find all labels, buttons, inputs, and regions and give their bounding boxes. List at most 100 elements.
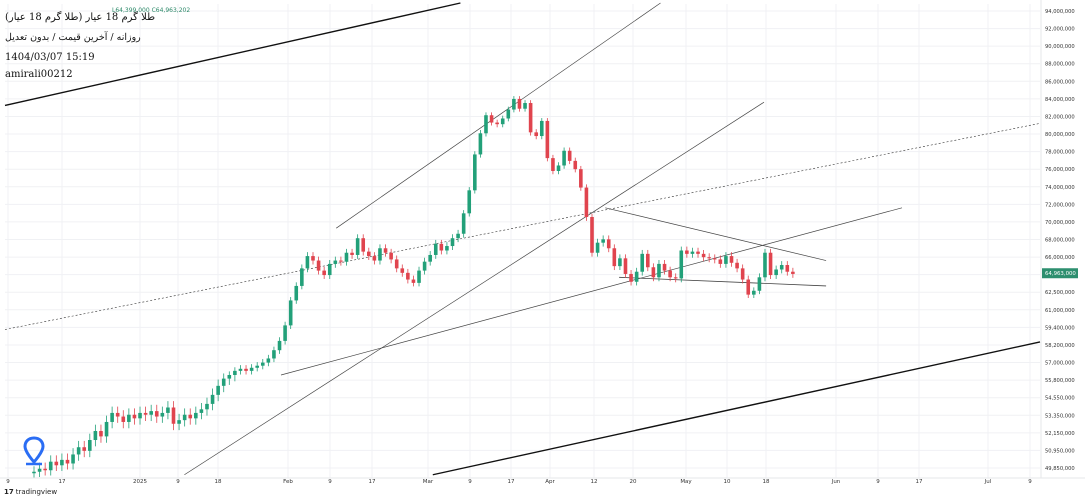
candle (48, 455, 53, 476)
candle-body (238, 368, 243, 371)
candle-body (93, 430, 98, 441)
price-tick-label: 59,400,000 (1045, 325, 1075, 331)
channel-lower-1 (184, 101, 765, 476)
candle (143, 406, 148, 422)
candle-body (757, 277, 762, 291)
tradingview-logo-mark: 17 (4, 488, 14, 496)
time-tick-label: 9 (1028, 479, 1032, 485)
candle-body (724, 256, 728, 264)
candle-body (500, 118, 505, 125)
candle-body (171, 407, 176, 424)
candle-body (584, 187, 589, 217)
dotted-trend (4, 123, 1041, 330)
candle-body (344, 252, 349, 262)
candle (110, 406, 114, 429)
chart-datetime: 1404/03/07 15:19 (5, 52, 95, 63)
candle (305, 252, 310, 273)
price-tick-label: 80,000,000 (1045, 132, 1075, 138)
candle-body (791, 271, 795, 274)
candle-body (288, 300, 293, 326)
candle (82, 440, 87, 458)
candle-body (573, 160, 578, 170)
candle-body (182, 414, 187, 421)
candle (707, 253, 711, 263)
time-tick-label: 10 (724, 479, 731, 485)
candle-body (690, 251, 695, 254)
candle (495, 119, 499, 128)
time-axis[interactable]: 9 17 2025 9 18 Feb 9 17 Mar 9 17 Apr 12 20 May 10 18 Jun 9… (0, 477, 1085, 485)
candle (567, 147, 572, 165)
candle (333, 256, 338, 268)
candle (121, 410, 126, 429)
candle (752, 287, 756, 299)
time-tick-label: Jun (831, 479, 841, 485)
candle-body (629, 273, 633, 282)
candle-body (99, 430, 103, 437)
candle (344, 248, 349, 266)
candle (355, 234, 360, 259)
candle (149, 404, 153, 422)
price-axis[interactable]: 94,000,000 92,000,000 90,000,000 88,000,000… (1040, 0, 1078, 478)
candle (383, 244, 388, 257)
candle (657, 259, 661, 282)
candle-body (383, 248, 388, 253)
chart-author: amirali00212 (5, 69, 73, 80)
candle-body (65, 459, 70, 464)
candle-body (300, 268, 304, 286)
candle (528, 100, 533, 136)
candle (601, 235, 605, 247)
candle-body (701, 253, 706, 258)
candle (779, 261, 784, 274)
candle (166, 401, 170, 420)
candle-body (618, 258, 622, 267)
candle-body (752, 290, 756, 295)
candle-body (149, 411, 153, 415)
candle (406, 268, 410, 284)
candle (316, 256, 321, 275)
candle-body (712, 258, 717, 260)
candle (99, 424, 103, 443)
candle-body (154, 411, 159, 417)
tradingview-name: tradingview (15, 488, 58, 496)
candle-body (467, 190, 472, 214)
candle (154, 404, 159, 423)
time-tick-label: Feb (283, 479, 293, 485)
candle-body (763, 252, 767, 278)
candle-body (657, 263, 661, 278)
candle (523, 100, 527, 112)
candle (445, 242, 449, 255)
candle (372, 252, 377, 265)
candle (489, 112, 494, 126)
candle (433, 239, 438, 259)
candle-body (551, 158, 555, 171)
candle-body (60, 459, 64, 466)
candle (54, 455, 59, 471)
candle-body (601, 239, 605, 243)
candle (500, 115, 505, 128)
tradingview-brand: 17 tradingview (4, 488, 57, 496)
map-pin-icon[interactable] (22, 436, 46, 466)
candle (428, 251, 432, 266)
candle-body (54, 461, 59, 466)
candle-body (484, 115, 488, 134)
candle (255, 362, 259, 372)
candle (32, 466, 36, 479)
candle (484, 112, 488, 137)
candle-body (48, 461, 53, 471)
candle-body (422, 261, 427, 271)
candle (322, 266, 326, 279)
candle (65, 453, 70, 470)
candle (272, 346, 276, 363)
candle (506, 106, 511, 122)
channel-lower-2 (280, 207, 903, 376)
time-tick-label: 17 (916, 479, 923, 485)
candle (194, 406, 198, 425)
candle-body (255, 365, 259, 368)
candle (216, 379, 220, 402)
candle (584, 184, 589, 221)
price-tick-label: 70,000,000 (1045, 220, 1075, 226)
candle (690, 247, 695, 258)
candle-body (283, 325, 287, 341)
chart-grid (5, 4, 1040, 478)
